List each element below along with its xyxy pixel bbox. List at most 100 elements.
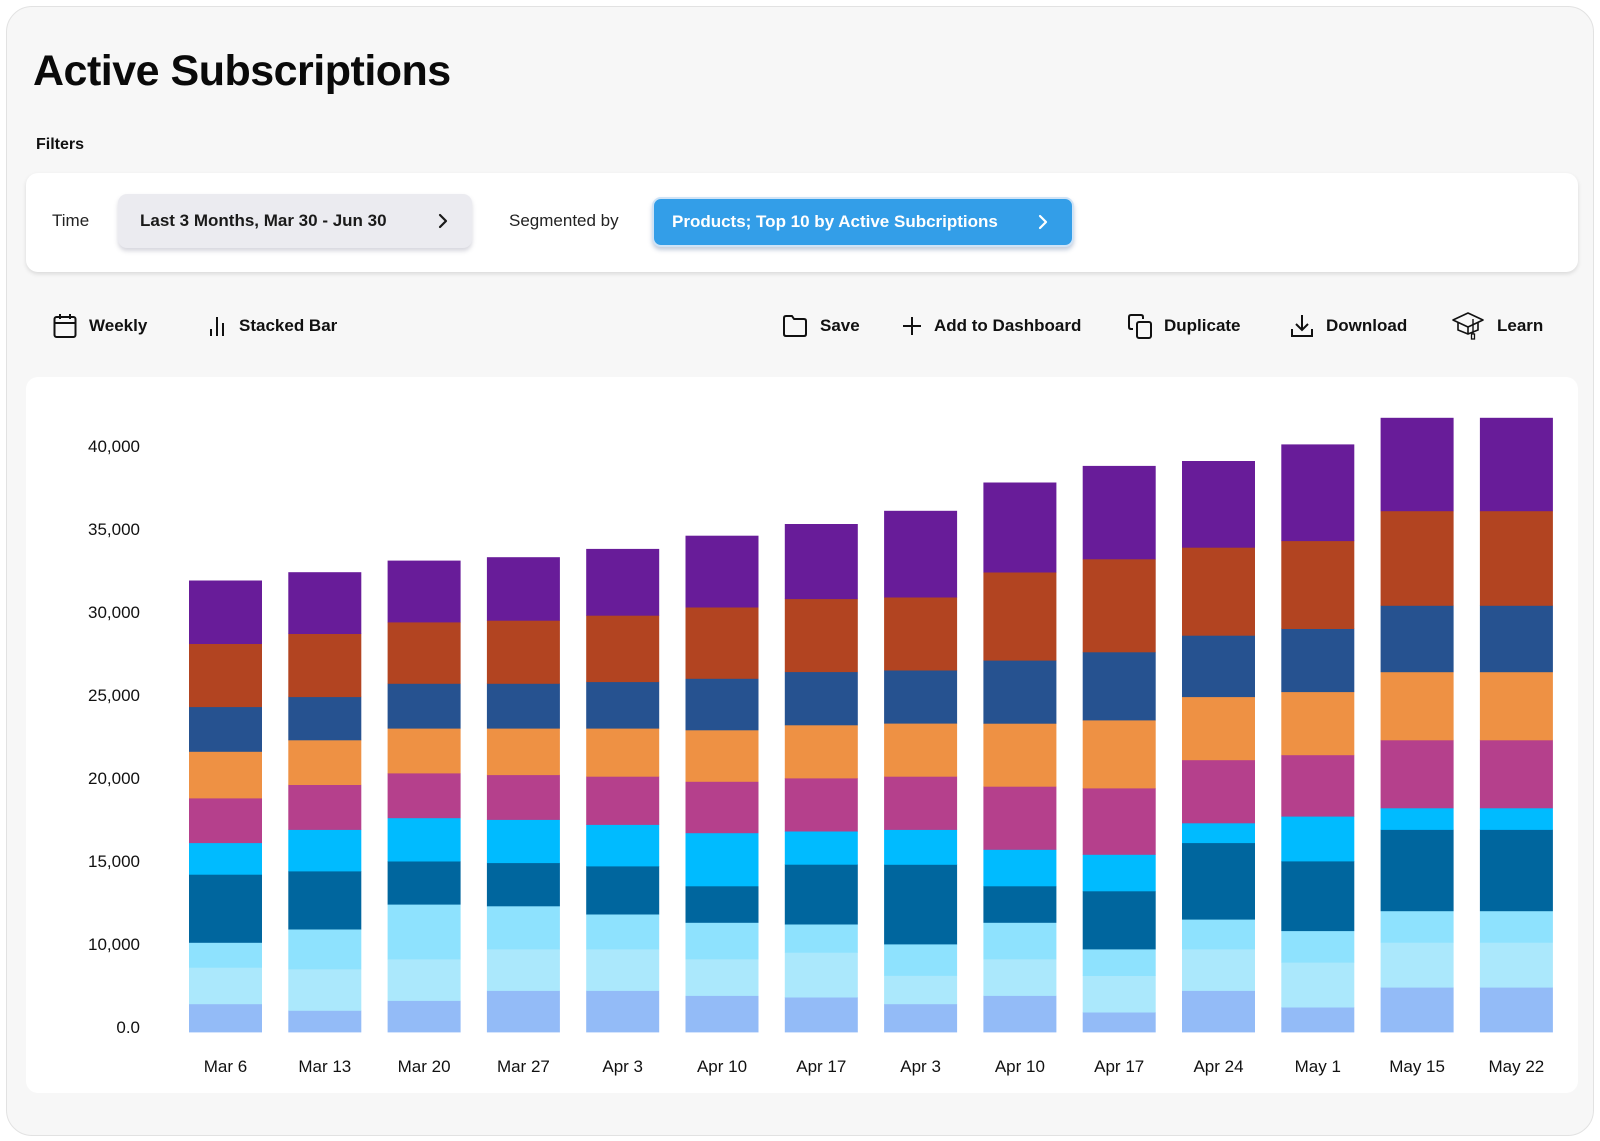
bar-segment[interactable]: Apr 3 — Segment 5: 2500 bbox=[586, 824, 660, 867]
bar-segment[interactable]: Mar 20 — Segment 1: 1900 bbox=[387, 1000, 461, 1033]
time-range-button[interactable]: Last 3 Months, Mar 30 - Jun 30 bbox=[118, 194, 472, 248]
bar-segment[interactable]: Mar 6 — Segment 9: 3800 bbox=[189, 643, 262, 708]
bar-segment[interactable]: Apr 17 — Segment 9: 4400 bbox=[784, 598, 858, 673]
bar-segment[interactable]: Apr 17 — Segment 8: 4100 bbox=[1082, 651, 1156, 721]
bar-segment[interactable]: Mar 6 — Segment 6: 2700 bbox=[189, 797, 262, 844]
bar-segment[interactable]: May 15 — Segment 10: 5600 bbox=[1380, 417, 1454, 512]
bar-segment[interactable]: Apr 24 — Segment 10: 5200 bbox=[1182, 461, 1255, 548]
bar-segment[interactable]: Apr 10 — Segment 5: 3200 bbox=[685, 832, 759, 887]
bar-segment[interactable]: Mar 20 — Segment 7: 2700 bbox=[387, 728, 461, 774]
bar-segment[interactable]: Mar 20 — Segment 6: 2700 bbox=[387, 773, 461, 819]
bar-segment[interactable]: Apr 10 — Segment 9: 4300 bbox=[685, 607, 759, 679]
bar-segment[interactable]: May 15 — Segment 4: 4900 bbox=[1380, 829, 1454, 912]
bar-segment[interactable]: Apr 10 — Segment 3: 2200 bbox=[983, 922, 1057, 960]
bar-segment[interactable]: Apr 17 — Segment 5: 2000 bbox=[784, 831, 858, 865]
bar-segment[interactable]: Apr 17 — Segment 6: 4000 bbox=[1082, 788, 1156, 855]
bar-segment[interactable]: May 15 — Segment 2: 2700 bbox=[1380, 942, 1454, 988]
bar-segment[interactable]: Apr 24 — Segment 8: 3700 bbox=[1182, 635, 1255, 698]
bar-segment[interactable]: Apr 17 — Segment 10: 4500 bbox=[784, 524, 858, 600]
bar-segment[interactable]: Apr 24 — Segment 7: 3800 bbox=[1182, 696, 1255, 761]
bar-segment[interactable]: Apr 3 — Segment 7: 2900 bbox=[586, 728, 660, 777]
bar-segment[interactable]: Apr 10 — Segment 7: 3800 bbox=[983, 723, 1057, 787]
bar-segment[interactable]: Apr 10 — Segment 5: 2200 bbox=[983, 849, 1057, 887]
bar-segment[interactable]: Apr 10 — Segment 6: 3100 bbox=[685, 781, 759, 834]
bar-segment[interactable]: Mar 13 — Segment 3: 2400 bbox=[288, 929, 362, 970]
save-button[interactable]: Save bbox=[782, 312, 860, 340]
bar-segment[interactable]: May 22 — Segment 10: 5600 bbox=[1479, 417, 1553, 512]
bar-segment[interactable]: Apr 10 — Segment 2: 2200 bbox=[685, 959, 759, 996]
bar-segment[interactable]: Apr 3 — Segment 3: 2100 bbox=[586, 914, 660, 950]
bar-segment[interactable]: Apr 3 — Segment 10: 5200 bbox=[884, 510, 958, 598]
bar-segment[interactable]: Mar 13 — Segment 9: 3800 bbox=[288, 633, 362, 698]
bar-segment[interactable]: Apr 17 — Segment 8: 3200 bbox=[784, 671, 858, 726]
bar-segment[interactable]: Apr 10 — Segment 10: 4300 bbox=[685, 535, 759, 608]
bar-segment[interactable]: Apr 3 — Segment 5: 2100 bbox=[884, 829, 958, 865]
bar-segment[interactable]: Mar 13 — Segment 4: 3500 bbox=[288, 871, 362, 930]
bar-segment[interactable]: Mar 13 — Segment 5: 2500 bbox=[288, 829, 362, 872]
bar-segment[interactable]: May 1 — Segment 10: 5800 bbox=[1281, 444, 1355, 542]
bar-segment[interactable]: Mar 6 — Segment 1: 1700 bbox=[189, 1003, 262, 1033]
bar-segment[interactable]: May 1 — Segment 3: 1900 bbox=[1281, 930, 1355, 963]
bar-segment[interactable]: Apr 10 — Segment 9: 5300 bbox=[983, 572, 1057, 661]
interval-weekly-button[interactable]: Weekly bbox=[53, 312, 147, 340]
bar-segment[interactable]: Apr 17 — Segment 4: 3600 bbox=[784, 864, 858, 925]
bar-segment[interactable]: Mar 6 — Segment 3: 1500 bbox=[189, 942, 262, 968]
bar-segment[interactable]: Mar 13 — Segment 6: 2700 bbox=[288, 784, 362, 830]
bar-segment[interactable]: Mar 20 — Segment 3: 3300 bbox=[387, 904, 461, 960]
learn-button[interactable]: Learn bbox=[1451, 312, 1543, 340]
bar-segment[interactable]: May 22 — Segment 1: 2700 bbox=[1479, 987, 1553, 1033]
bar-segment[interactable]: Apr 3 — Segment 6: 3200 bbox=[884, 776, 958, 830]
bar-segment[interactable]: Apr 17 — Segment 4: 3500 bbox=[1082, 890, 1156, 950]
bar-segment[interactable]: May 15 — Segment 3: 1900 bbox=[1380, 910, 1454, 943]
bar-segment[interactable]: May 22 — Segment 2: 2700 bbox=[1479, 942, 1553, 988]
bar-segment[interactable]: Mar 27 — Segment 8: 2700 bbox=[486, 683, 560, 729]
bar-segment[interactable]: Mar 13 — Segment 1: 1300 bbox=[288, 1010, 362, 1033]
bar-segment[interactable]: Mar 13 — Segment 10: 3700 bbox=[288, 572, 362, 634]
bar-segment[interactable]: Apr 17 — Segment 1: 2100 bbox=[784, 997, 858, 1033]
bar-segment[interactable]: Mar 13 — Segment 2: 2500 bbox=[288, 968, 362, 1011]
bar-segment[interactable]: Apr 3 — Segment 6: 2900 bbox=[586, 776, 660, 825]
bar-segment[interactable]: Apr 10 — Segment 2: 2200 bbox=[983, 959, 1057, 996]
bar-segment[interactable]: Mar 20 — Segment 5: 2600 bbox=[387, 817, 461, 862]
bar-segment[interactable]: Mar 27 — Segment 9: 3800 bbox=[486, 620, 560, 684]
bar-segment[interactable]: Mar 6 — Segment 7: 2800 bbox=[189, 751, 262, 799]
download-button[interactable]: Download bbox=[1290, 312, 1407, 340]
bar-segment[interactable]: May 15 — Segment 6: 4100 bbox=[1380, 739, 1454, 809]
bar-segment[interactable]: Apr 3 — Segment 9: 4400 bbox=[884, 597, 958, 671]
bar-segment[interactable]: Apr 17 — Segment 5: 2200 bbox=[1082, 854, 1156, 892]
bar-segment[interactable]: Apr 24 — Segment 6: 3800 bbox=[1182, 759, 1255, 824]
bar-segment[interactable]: May 15 — Segment 9: 5700 bbox=[1380, 510, 1454, 606]
bar-segment[interactable]: Mar 27 — Segment 1: 2500 bbox=[486, 990, 560, 1033]
bar-segment[interactable]: Apr 24 — Segment 3: 1800 bbox=[1182, 919, 1255, 950]
bar-segment[interactable]: Apr 24 — Segment 9: 5300 bbox=[1182, 547, 1255, 636]
bar-segment[interactable]: Apr 10 — Segment 4: 2200 bbox=[983, 885, 1057, 923]
bar-segment[interactable]: May 22 — Segment 7: 4100 bbox=[1479, 671, 1553, 741]
bar-segment[interactable]: Mar 13 — Segment 7: 2700 bbox=[288, 739, 362, 785]
bar-segment[interactable]: Apr 17 — Segment 1: 1200 bbox=[1082, 1012, 1156, 1033]
bar-segment[interactable]: May 1 — Segment 1: 1500 bbox=[1281, 1007, 1355, 1033]
bar-segment[interactable]: Apr 10 — Segment 10: 5400 bbox=[983, 482, 1057, 573]
bar-segment[interactable]: Apr 3 — Segment 1: 2500 bbox=[586, 990, 660, 1033]
bar-segment[interactable]: Apr 3 — Segment 2: 1700 bbox=[884, 975, 958, 1005]
bar-segment[interactable]: Apr 3 — Segment 9: 4000 bbox=[586, 615, 660, 683]
bar-segment[interactable]: Apr 3 — Segment 4: 2900 bbox=[586, 866, 660, 915]
bar-segment[interactable]: Mar 6 — Segment 5: 1900 bbox=[189, 842, 262, 875]
bar-segment[interactable]: May 22 — Segment 3: 1900 bbox=[1479, 910, 1553, 943]
chart-type-button[interactable]: Stacked Bar bbox=[209, 312, 337, 340]
bar-segment[interactable]: Apr 17 — Segment 3: 1600 bbox=[1082, 949, 1156, 976]
bar-segment[interactable]: Apr 24 — Segment 2: 2500 bbox=[1182, 949, 1255, 991]
bar-segment[interactable]: Apr 17 — Segment 7: 3200 bbox=[784, 724, 858, 779]
bar-segment[interactable]: Apr 10 — Segment 1: 2200 bbox=[685, 995, 759, 1033]
bar-segment[interactable]: May 1 — Segment 8: 3800 bbox=[1281, 628, 1355, 693]
bar-segment[interactable]: Mar 13 — Segment 8: 2600 bbox=[288, 696, 362, 741]
bar-segment[interactable]: May 1 — Segment 2: 2700 bbox=[1281, 962, 1355, 1008]
bar-segment[interactable]: Apr 3 — Segment 1: 1700 bbox=[884, 1003, 958, 1033]
bar-segment[interactable]: Apr 10 — Segment 4: 2200 bbox=[685, 885, 759, 923]
bar-segment[interactable]: Apr 10 — Segment 6: 3800 bbox=[983, 786, 1057, 850]
bar-segment[interactable]: Apr 17 — Segment 2: 2200 bbox=[1082, 975, 1156, 1013]
bar-segment[interactable]: Apr 10 — Segment 7: 3100 bbox=[685, 729, 759, 782]
bar-segment[interactable]: Apr 10 — Segment 8: 3800 bbox=[983, 660, 1057, 724]
bar-segment[interactable]: Mar 27 — Segment 7: 2800 bbox=[486, 728, 560, 776]
bar-segment[interactable]: May 15 — Segment 1: 2700 bbox=[1380, 987, 1454, 1033]
add-to-dashboard-button[interactable]: Add to Dashboard bbox=[902, 312, 1081, 340]
